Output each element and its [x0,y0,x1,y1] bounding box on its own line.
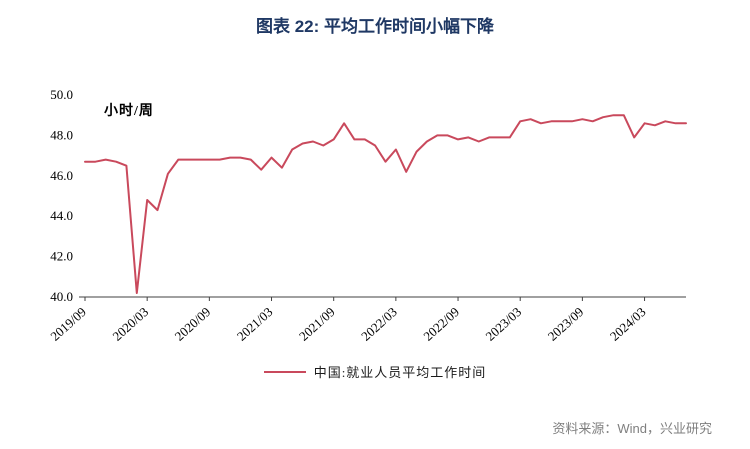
y-tick-label: 44.0 [50,208,73,223]
y-tick-label: 50.0 [50,87,73,102]
legend-line-swatch [263,370,306,373]
x-tick-label: 2022/03 [358,304,400,344]
x-tick-label: 2022/09 [420,304,462,344]
x-tick-label: 2023/03 [483,304,525,344]
legend: 中国:就业人员平均工作时间 [0,362,750,381]
y-tick-label: 40.0 [50,289,73,304]
x-tick-label: 2020/09 [172,304,214,344]
y-tick-label: 42.0 [50,249,73,264]
x-tick-label: 2023/09 [545,304,587,344]
line-chart: 40.0 42.0 44.0 46.0 48.0 50.0 2019/09 2020/03 20… [47,87,687,344]
series-line [84,114,687,294]
legend-label: 中国:就业人员平均工作时间 [313,365,487,380]
x-tick-label: 2024/03 [607,304,649,344]
x-tick-label: 2019/09 [47,304,89,344]
x-tick-label: 2020/03 [109,304,151,344]
x-tick-label: 2021/09 [296,304,338,344]
x-tick-label: 2021/03 [234,304,276,344]
y-tick-label: 46.0 [50,168,73,183]
y-axis-unit-label: 小时/周 [104,104,154,119]
chart-title: 图表 22: 平均工作时间小幅下降 [255,17,495,36]
y-tick-label: 48.0 [50,127,73,142]
source-note: 资料来源：Wind，兴业研究 [552,421,712,436]
